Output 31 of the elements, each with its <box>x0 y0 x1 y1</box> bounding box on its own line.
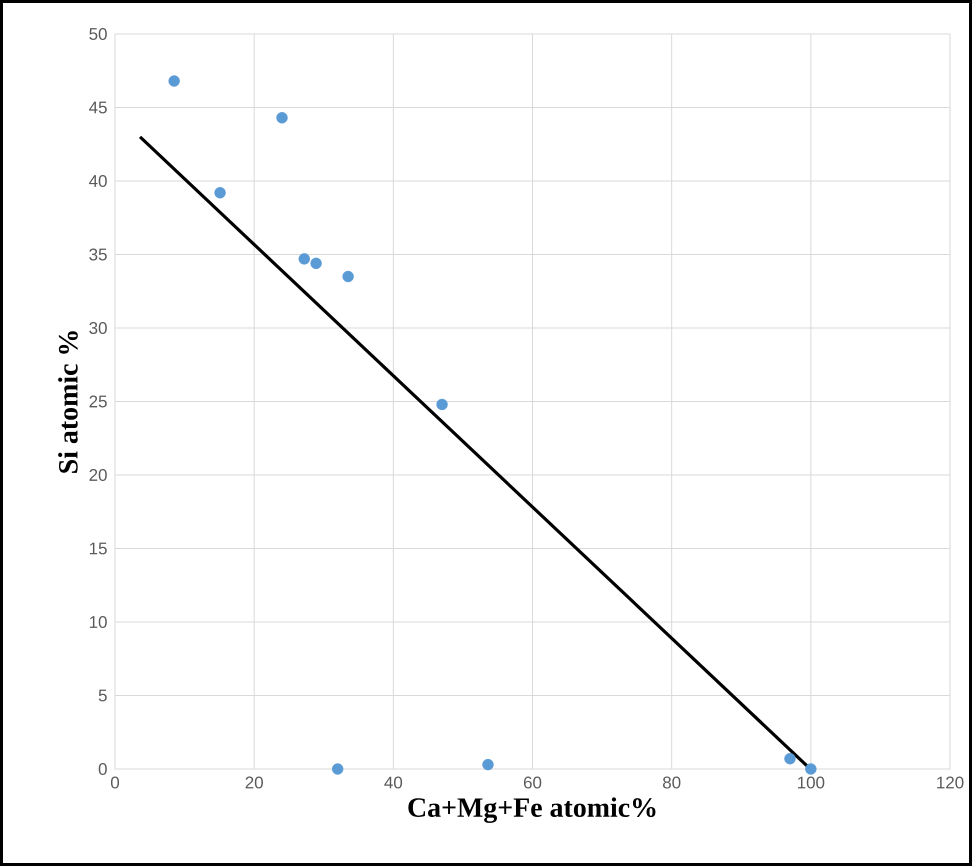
y-tick-label: 0 <box>98 763 107 775</box>
x-tick-label: 100 <box>798 776 824 789</box>
y-tick-label: 15 <box>90 542 107 554</box>
point <box>332 763 344 775</box>
x-tick-label: 60 <box>524 776 542 789</box>
x-axis-title: Ca+Mg+Fe atomic% <box>408 797 656 823</box>
point <box>805 763 817 775</box>
y-axis-title: Si atomic % <box>58 331 78 473</box>
y-tick-label: 30 <box>89 322 107 334</box>
y-tick-label: 50 <box>89 28 107 40</box>
x-tick-label: 20 <box>246 776 263 789</box>
point <box>482 758 494 770</box>
y-tick-label: 20 <box>90 469 107 481</box>
x-tick-label: 40 <box>384 776 402 789</box>
y-tick-label: 5 <box>98 690 107 702</box>
x-tick-label: 0 <box>110 776 120 789</box>
y-tick-label: 10 <box>90 616 107 628</box>
point <box>310 258 322 270</box>
y-tick-label: 40 <box>89 174 107 187</box>
x-tick-label: 80 <box>662 776 680 789</box>
point <box>168 75 180 87</box>
point <box>276 112 288 124</box>
point <box>436 398 448 410</box>
point <box>214 187 226 198</box>
y-tick-label: 25 <box>90 396 107 408</box>
point <box>298 253 310 265</box>
y-tick-label: 35 <box>89 248 107 260</box>
point <box>784 753 796 764</box>
y-tick-label: 45 <box>89 102 107 114</box>
point <box>342 270 354 282</box>
x-tick-label: 120 <box>937 776 964 789</box>
